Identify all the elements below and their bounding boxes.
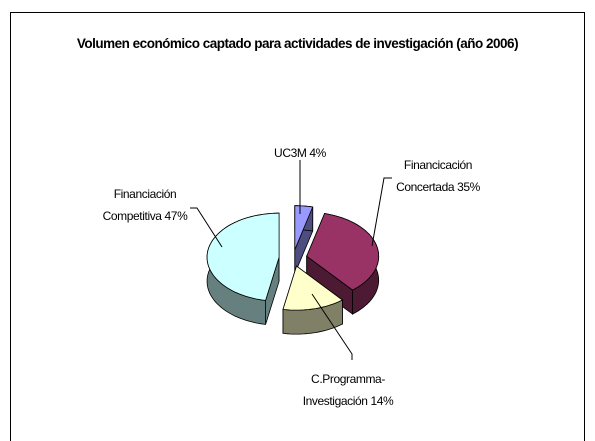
slice-label: Financicación Concertada 35% <box>388 154 488 198</box>
value-label: 14% <box>370 394 394 408</box>
chart-title: Volumen económico captado para actividad… <box>76 36 519 51</box>
slice-label: Financiación Competitiva 47% <box>95 183 195 227</box>
category-label: C.Programma-Investigación <box>302 372 386 408</box>
leader-line <box>190 207 223 248</box>
leader-lines <box>190 160 392 360</box>
category-label: Financiación Competitiva <box>102 187 177 223</box>
leader-line <box>311 293 353 360</box>
slice-label: UC3M 4% <box>255 142 345 164</box>
category-label: UC3M <box>274 146 307 160</box>
value-label: 4% <box>309 146 326 160</box>
leader-line <box>371 177 392 247</box>
category-label: Financicación Concertada <box>396 158 473 194</box>
pie <box>206 205 380 335</box>
slice <box>306 213 380 291</box>
value-label: 35% <box>457 180 480 194</box>
slice <box>206 212 280 301</box>
slice <box>282 265 344 311</box>
slice-label: C.Programma-Investigación 14% <box>292 368 404 412</box>
slice <box>294 205 314 250</box>
value-label: 47% <box>164 209 188 223</box>
